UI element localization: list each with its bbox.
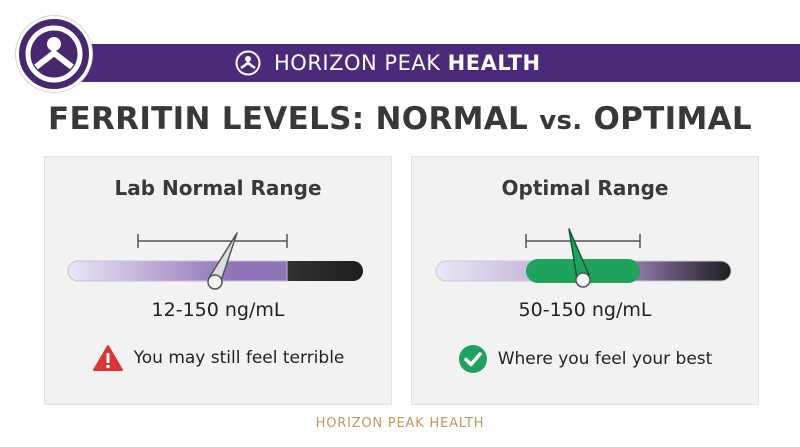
page-title: FERRITIN LEVELS: NORMAL vs. OPTIMAL bbox=[48, 101, 752, 137]
optimal-range-gauge bbox=[435, 228, 732, 288]
range-value: 12-150 ng/mL bbox=[151, 299, 285, 321]
note-text: Where you feel your best bbox=[497, 349, 713, 369]
range-bracket bbox=[525, 234, 641, 248]
person-peak-icon bbox=[25, 25, 83, 83]
brand-logo bbox=[16, 16, 92, 92]
warning-icon bbox=[92, 345, 123, 371]
normal-range-card: Lab Normal Range 12-150 ng/mL bbox=[44, 156, 392, 405]
brand-name: HORIZON PEAK HEALTH bbox=[274, 51, 541, 75]
gauge-needle bbox=[568, 228, 591, 288]
range-value: 50-150 ng/mL bbox=[518, 299, 652, 321]
range-bracket bbox=[137, 234, 288, 248]
card-title: Lab Normal Range bbox=[114, 176, 322, 200]
normal-range-gauge bbox=[67, 232, 363, 290]
optimal-range-card: Optimal Range 50-150 ng/mL bbox=[411, 156, 759, 405]
header-banner: HORIZON PEAK HEALTH bbox=[76, 44, 800, 82]
footer-brand: HORIZON PEAK HEALTH bbox=[315, 416, 485, 431]
person-peak-icon bbox=[235, 50, 261, 76]
status-note: You may still feel terrible bbox=[45, 344, 391, 372]
checkmark-icon bbox=[458, 345, 487, 373]
gauge-needle bbox=[207, 232, 238, 290]
status-note: Where you feel your best bbox=[412, 344, 758, 374]
note-text: You may still feel terrible bbox=[133, 348, 345, 368]
card-title: Optimal Range bbox=[501, 176, 669, 200]
